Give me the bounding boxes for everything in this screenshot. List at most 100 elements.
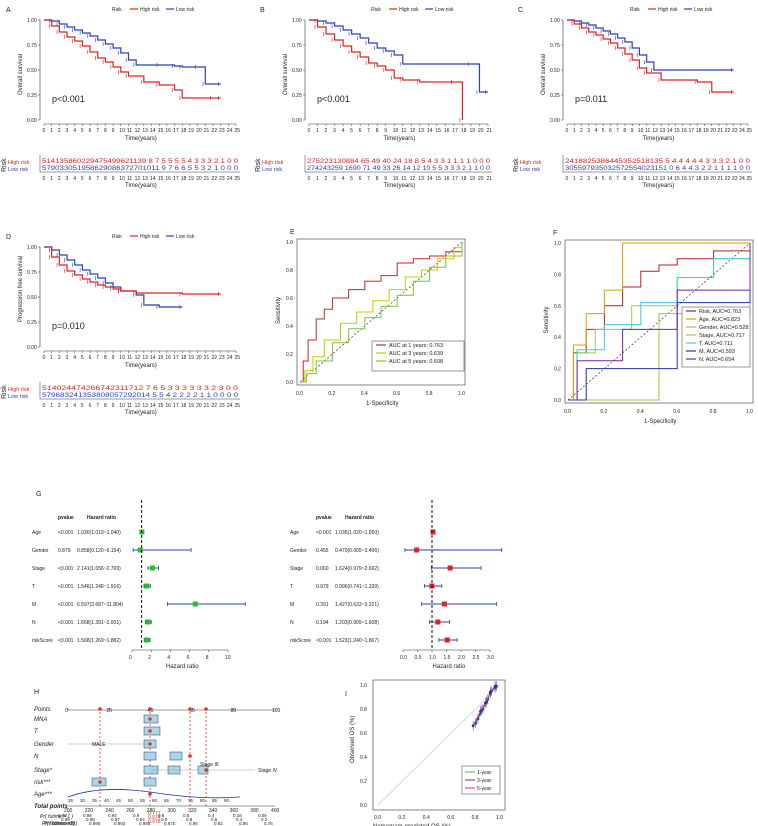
risk-table-x-tick: 24 [227, 403, 233, 409]
risk-table-low-counts: 274243259 1690 71 49 33 26 14 12 10 5 5 … [307, 166, 491, 172]
risk-table-x-tick: 5 [81, 403, 84, 409]
roc-curve [568, 242, 750, 401]
probability-tick-label: 0.06 [258, 813, 267, 818]
risk-table-x-tick: 13 [660, 176, 666, 182]
legend-box [371, 340, 465, 372]
x-tick-label: 2.0 [458, 655, 465, 661]
row-name: M [32, 602, 36, 608]
roc-curve [568, 243, 751, 401]
p-value: p=0.010 [52, 321, 85, 331]
total-points-tick-label: 400 [271, 808, 280, 814]
hr-marker [150, 565, 156, 571]
risk-table-x-tick: 19 [703, 176, 709, 182]
risk-table-x-tick: 20 [478, 176, 484, 182]
legend-label: AUC at 1 years: 0.763 [389, 343, 443, 349]
selected-point [204, 768, 208, 772]
x-tick-label: 21 [204, 355, 210, 361]
x-tick-label: 12 [652, 128, 658, 134]
x-tick-label: 12 [410, 128, 416, 134]
x-tick-label: 0.2 [600, 409, 607, 415]
pr5-value: 0.978 [148, 819, 161, 825]
row-hr-text: 1.035(1.020~1.050) [335, 530, 379, 536]
y-tick-label: 0.50 [27, 295, 37, 301]
x-tick-label: 19 [469, 128, 475, 134]
risk-table-x-tick: 10 [119, 176, 125, 182]
age-density-curve [67, 789, 241, 799]
x-tick-label: 6 [187, 655, 190, 661]
x-tick-label: 9 [384, 128, 387, 134]
probability-tick-label: 0.9 [133, 813, 140, 818]
age-tick-label: 85 [212, 798, 218, 803]
y-tick-label: 0.2 [286, 352, 293, 358]
high-risk-curve [44, 19, 221, 99]
x-tick-label: 8 [376, 128, 379, 134]
nomogram-row-label: MNA [34, 717, 47, 723]
x-tick-label: 1 [573, 128, 576, 134]
x-tick-label: 7 [96, 355, 99, 361]
x-tick-label: 0 [43, 128, 46, 134]
legend-title: Risk [112, 234, 122, 240]
probability-tick-label: 0.92 [214, 821, 223, 826]
row-pvalue: <0.001 [58, 638, 74, 644]
x-tick-label: 17 [452, 128, 458, 134]
row-hr-text: 1.523(1.240~1.867) [335, 638, 379, 644]
x-tick-label: 0.0 [564, 409, 571, 415]
x-tick-label: 0.6 [673, 409, 680, 415]
row-name: Gender [32, 548, 49, 554]
nomogram-row-label: N [34, 754, 39, 760]
x-tick-label: 5 [602, 128, 605, 134]
risk-table-x-tick: 14 [150, 176, 156, 182]
x-tick-label: 12 [135, 128, 141, 134]
risk-table-x-tick: 5 [602, 176, 605, 182]
row-pvalue: <0.001 [316, 638, 332, 644]
x-tick-label: 14 [150, 355, 156, 361]
total-points-tick-label: 300 [168, 808, 177, 814]
points-tick-label: 80 [231, 708, 237, 714]
legend-low-label: Low risk [176, 234, 195, 240]
x-tick-label: 20 [478, 128, 484, 134]
selected-point [148, 729, 152, 733]
x-tick-label: 0.5 [415, 655, 422, 661]
roc-curve [300, 242, 463, 383]
y-tick-label: 0.00 [292, 118, 302, 124]
panel-letter: G [36, 491, 41, 498]
risk-table-x-tick: 3 [66, 403, 69, 409]
risk-table-x-tick: 23 [219, 403, 225, 409]
x-tick-label: 1.0 [746, 409, 753, 415]
km-panel-A: A Risk High risk Low risk0.000.250.500.751.… [1, 7, 240, 189]
x-axis-label: Time(years) [125, 136, 157, 142]
x-tick-label: 21 [204, 128, 210, 134]
risk-table-x-tick: 10 [638, 176, 644, 182]
x-tick-label: 23 [219, 355, 225, 361]
points-tick-label: 20 [106, 708, 112, 714]
risk-table-x-tick: 14 [150, 403, 156, 409]
y-axis-label: Overall survival [18, 54, 24, 95]
x-tick-label: 6 [609, 128, 612, 134]
selected-point [188, 754, 192, 758]
y-tick-label: 0.25 [292, 93, 302, 99]
row-pvalue: 0.455 [316, 548, 329, 554]
roc-curve [568, 243, 751, 401]
risk-table-x-tick: 0 [43, 403, 46, 409]
risk-table-x-tick: 1 [573, 176, 576, 182]
y-tick-label: 1.00 [27, 18, 37, 24]
y-tick-label: 0.4 [286, 324, 293, 330]
risk-table-x-tick: 17 [173, 403, 179, 409]
pvalue-header: pvalue [316, 515, 332, 521]
risk-table-x-tick: 18 [461, 176, 467, 182]
y-tick-label: 0.8 [554, 272, 561, 278]
total-points-tick-label: 260 [126, 808, 135, 814]
y-tick-label: 0.0 [360, 803, 367, 809]
x-tick-label: 0.4 [361, 391, 368, 397]
risk-table-axis-label: Risk [513, 158, 520, 172]
y-axis-label: Overall survival [541, 54, 547, 95]
hr-header: Hazard ratio [87, 515, 116, 521]
risk-table-x-tick: 25 [235, 176, 241, 182]
x-axis-label: Time(years) [125, 363, 157, 369]
risk-table-x-tick: 1 [50, 403, 53, 409]
risk-table-x-tick: 9 [112, 403, 115, 409]
legend-label: 1-year [477, 770, 492, 776]
legend-low-label: Low risk [176, 7, 195, 13]
x-tick-label: 1.0 [496, 815, 503, 821]
